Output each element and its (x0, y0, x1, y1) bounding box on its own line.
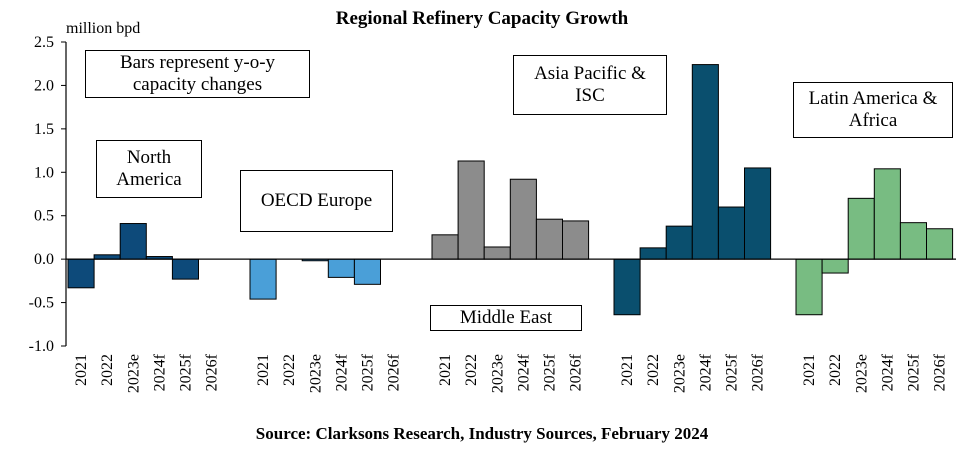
y-tick-label: 1.0 (34, 164, 54, 181)
x-tick-label: 2026f (750, 353, 767, 391)
bar (483, 246, 511, 260)
asia-pacific-label-box: Asia Pacific & ISC (513, 55, 667, 115)
bar (639, 247, 667, 260)
x-tick-label: 2023e (125, 354, 142, 393)
north-america-label-box: North America (96, 140, 202, 198)
bars (67, 64, 954, 316)
bar (353, 258, 381, 285)
x-tick-label: 2025f (177, 353, 194, 391)
x-tick-label: 2021 (73, 354, 90, 386)
x-tick-label: 2024f (515, 353, 532, 391)
bar (327, 258, 355, 278)
bar (717, 206, 746, 260)
bar (847, 197, 875, 260)
bar (119, 223, 147, 260)
x-tick-label: 2026f (932, 353, 949, 391)
x-tick-label: 2026f (568, 353, 585, 391)
y-tick-label: 0.5 (34, 208, 54, 225)
x-tick-label: 2025f (359, 353, 376, 391)
bar (744, 167, 772, 260)
chart-title: Regional Refinery Capacity Growth (335, 8, 629, 29)
x-tick-label: 2022 (463, 354, 480, 386)
north-america-label-line-1: North (126, 147, 172, 168)
oecd-europe-label-box: OECD Europe (240, 170, 393, 232)
x-tick-label: 2022 (645, 354, 662, 386)
x-tick-label: 2021 (801, 354, 818, 386)
bar (431, 234, 459, 260)
x-tick-label: 2023e (853, 354, 870, 393)
x-tick-label: 2022 (827, 354, 844, 386)
x-tick-label: 2026f (204, 353, 221, 391)
oecd-europe-label: OECD Europe (260, 190, 373, 211)
y-tick-labels: 2.5 2.0 1.5 1.0 0.5 0.0 -0.5 -1.0 (29, 34, 54, 355)
x-tick-label: 2021 (619, 354, 636, 386)
x-tick-label: 2023e (307, 354, 324, 393)
bar (613, 258, 641, 316)
bar (509, 178, 537, 260)
y-axis-unit-label: million bpd (66, 20, 141, 37)
x-tick-label: 2024f (697, 353, 714, 391)
latam-africa-label-line-2: Africa (848, 110, 898, 131)
bar (93, 254, 121, 260)
bar (665, 225, 693, 260)
bar (249, 258, 277, 300)
source-note: Source: Clarksons Research, Industry Sou… (255, 424, 709, 443)
x-tick-label: 2021 (255, 354, 272, 386)
x-tick-label: 2022 (99, 354, 116, 386)
bar (562, 220, 590, 260)
axes (61, 41, 956, 347)
asia-pacific-label-line-2: ISC (575, 85, 605, 106)
note-line-1: Bars represent y-o-y (119, 52, 276, 73)
bar (171, 258, 199, 280)
latam-africa-label-box: Latin America & Africa (793, 82, 953, 138)
latam-africa-label-line-1: Latin America & (808, 88, 938, 109)
y-tick-label: 0.0 (34, 251, 54, 268)
y-tick-label: -1.0 (29, 338, 54, 355)
y-tick-label: -0.5 (29, 295, 54, 312)
chart-area: 2.5 2.0 1.5 1.0 0.5 0.0 -0.5 -1.0 2021 2022 2023e… (29, 34, 956, 393)
x-tick-label: 2025f (905, 353, 922, 391)
y-tick-label: 1.5 (34, 121, 54, 138)
north-america-label-line-2: America (116, 169, 182, 190)
x-tick-label: 2021 (437, 354, 454, 386)
x-tick-label: 2025f (541, 353, 558, 391)
x-tick-label: 2025f (723, 353, 740, 391)
bar (899, 222, 928, 260)
y-tick-label: 2.5 (34, 34, 54, 51)
x-tick-labels: 2021 2022 2023e 2024f 2025f 2026f 2021 2022 2023… (73, 353, 949, 393)
middle-east-label: Middle East (459, 307, 553, 328)
bar (535, 218, 564, 260)
asia-pacific-label-line-1: Asia Pacific & (534, 63, 646, 84)
middle-east-label-box: Middle East (430, 305, 582, 331)
note-box: Bars represent y-o-y capacity changes (85, 50, 310, 98)
bar (821, 258, 849, 274)
x-tick-label: 2024f (879, 353, 896, 391)
note-line-2: capacity changes (132, 74, 263, 95)
bar (457, 160, 485, 260)
bar (926, 228, 954, 260)
x-tick-label: 2026f (386, 353, 403, 391)
bar (67, 258, 95, 289)
x-tick-label: 2024f (333, 353, 350, 391)
bar (795, 258, 823, 316)
bar (873, 168, 901, 260)
x-tick-label: 2024f (151, 353, 168, 391)
bar (691, 64, 719, 260)
x-tick-label: 2023e (671, 354, 688, 393)
x-tick-label: 2023e (489, 354, 506, 393)
x-tick-label: 2022 (281, 354, 298, 386)
y-tick-label: 2.0 (34, 77, 54, 94)
